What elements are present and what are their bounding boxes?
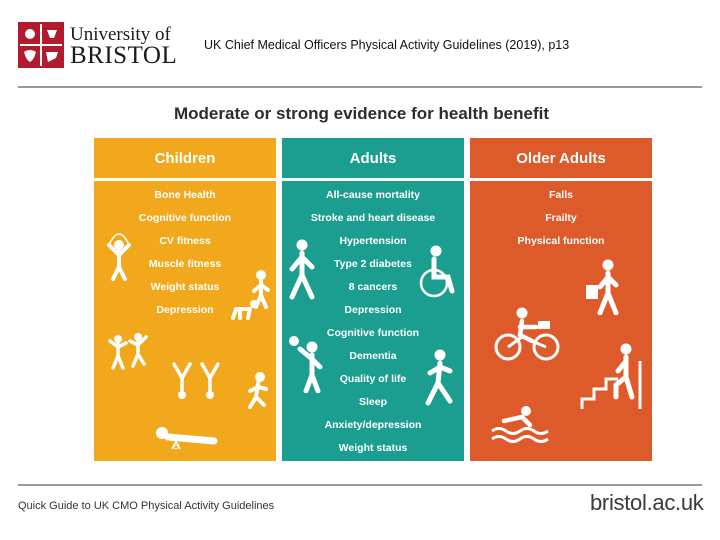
citation-text: UK Chief Medical Officers Physical Activ… <box>204 38 570 52</box>
stair-climber-icon <box>580 343 642 409</box>
benefit-item: Quality of life <box>339 373 407 385</box>
benefit-item: Cognitive function <box>138 212 232 224</box>
bottom-divider <box>18 484 702 486</box>
benefit-item: Hypertension <box>339 235 407 247</box>
benefit-item: CV fitness <box>159 235 211 247</box>
swimmer-icon <box>491 406 549 443</box>
dancing-children-icon <box>108 333 148 370</box>
tummy-time-baby-icon <box>156 427 218 450</box>
benefit-item: Cognitive function <box>326 327 420 339</box>
column-adults: Adults All-cause mortality Stroke and he… <box>282 138 464 461</box>
benefit-item: Frailty <box>545 212 577 224</box>
column-heading-older-adults: Older Adults <box>470 138 652 178</box>
column-children: Children Bone Health Cognitive function … <box>94 138 276 461</box>
benefit-item: Dementia <box>349 350 397 362</box>
benefit-item: All-cause mortality <box>326 189 420 201</box>
footer-website: bristol.ac.uk <box>590 490 704 515</box>
runner-icon <box>425 349 453 406</box>
wheelchair-user-icon <box>419 245 455 298</box>
benefit-item: Physical function <box>517 235 605 247</box>
running-child-icon <box>248 372 268 409</box>
logo-text-bottom: BRISTOL <box>70 42 178 69</box>
column-body-older-adults: Falls Frailty Physical function <box>470 181 652 461</box>
benefit-item: Weight status <box>338 442 408 454</box>
top-divider <box>18 86 702 88</box>
benefit-item: Stroke and heart disease <box>310 212 436 224</box>
benefit-item: Muscle fitness <box>148 258 222 270</box>
cyclist-icon <box>494 307 560 361</box>
column-heading-children: Children <box>94 138 276 178</box>
university-logo: University of BRISTOL <box>18 22 178 70</box>
walking-child-icon <box>252 270 270 309</box>
column-body-children: Bone Health Cognitive function CV fitnes… <box>94 181 276 461</box>
cartwheel-children-icon <box>172 362 220 399</box>
skipping-child-icon <box>107 233 131 281</box>
column-older-adults: Older Adults Falls Frailty Physical func… <box>470 138 652 461</box>
logo-text-top: University of <box>70 24 171 45</box>
benefit-item: Sleep <box>358 396 387 408</box>
benefit-item: Bone Health <box>154 189 216 201</box>
benefit-item: Depression <box>156 304 214 316</box>
benefit-item: Depression <box>344 304 402 316</box>
column-heading-adults: Adults <box>282 138 464 178</box>
infographic-title: Moderate or strong evidence for health b… <box>174 104 550 123</box>
column-body-adults: All-cause mortality Stroke and heart dis… <box>282 181 464 461</box>
shopping-walker-icon <box>586 259 619 315</box>
walking-adult-icon <box>289 239 315 300</box>
benefit-item: Falls <box>549 189 573 201</box>
benefit-item: Weight status <box>150 281 220 293</box>
footer-caption: Quick Guide to UK CMO Physical Activity … <box>18 500 275 512</box>
benefit-item: 8 cancers <box>348 281 398 293</box>
benefit-item: Anxiety/depression <box>324 419 422 431</box>
crawling-baby-icon <box>231 300 258 320</box>
ball-player-icon <box>289 336 323 393</box>
crest-icon <box>18 22 64 68</box>
benefit-item: Type 2 diabetes <box>333 258 412 270</box>
